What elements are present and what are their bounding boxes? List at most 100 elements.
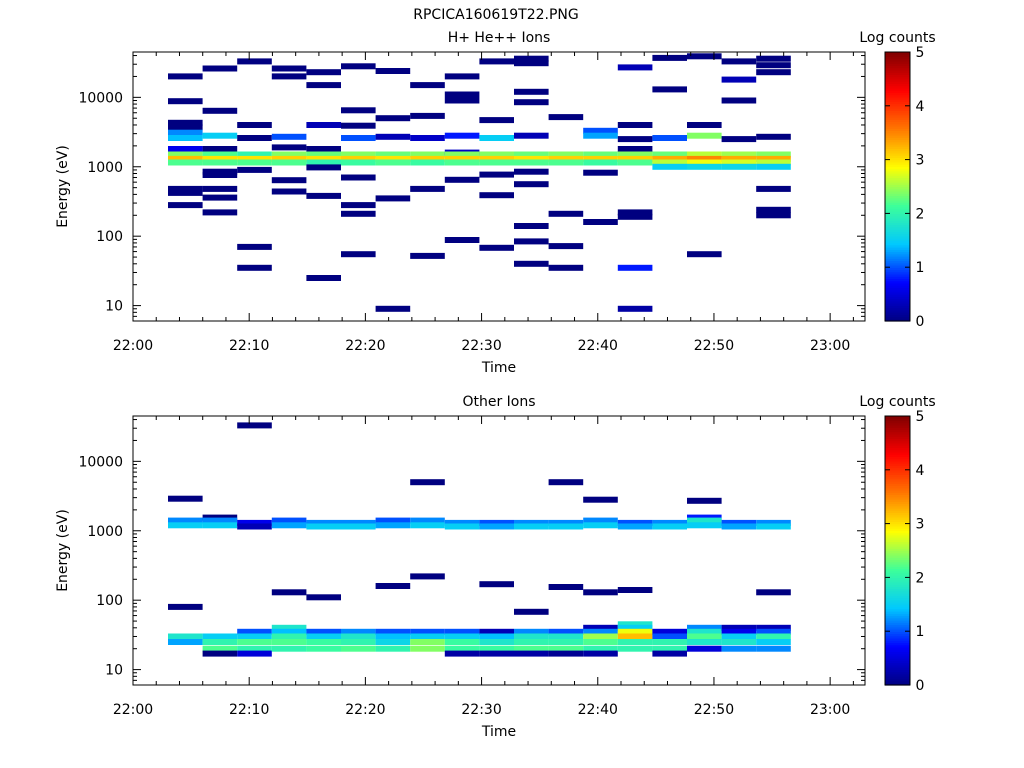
colorbar-strip <box>885 170 910 174</box>
heatmap-cell <box>617 628 653 635</box>
heatmap-cell <box>617 151 653 158</box>
colorbar-strip <box>885 613 910 617</box>
heatmap-cell <box>583 589 618 596</box>
heatmap-cell <box>652 628 687 635</box>
colorbar-tick-label: 1 <box>916 624 925 640</box>
heatmap-cell <box>168 129 203 136</box>
colorbar-strip <box>885 150 910 154</box>
heatmap-cell <box>375 517 411 524</box>
colorbar-strip <box>885 481 910 484</box>
colorbar-strip <box>885 76 910 80</box>
colorbar-strip <box>885 271 910 275</box>
colorbar-strip <box>885 572 910 576</box>
colorbar-strip <box>885 492 910 496</box>
colorbar-strip <box>885 314 910 318</box>
heatmap-cell <box>375 633 411 640</box>
colorbar-strip <box>885 173 910 176</box>
heatmap-cell <box>202 522 238 529</box>
heatmap-cell <box>341 645 376 652</box>
colorbar-frame <box>884 415 911 686</box>
heatmap-cell <box>617 621 653 628</box>
heatmap-cell <box>271 624 307 631</box>
colorbar-strip <box>885 233 910 237</box>
heatmap-cell <box>306 146 341 152</box>
colorbar-strip <box>885 429 910 433</box>
heatmap-cell <box>271 628 307 635</box>
heatmap-cell <box>168 522 203 529</box>
colorbar-strip <box>885 664 910 668</box>
colorbar-strip <box>885 642 910 646</box>
colorbar-strip <box>885 280 910 284</box>
colorbar-strip <box>885 505 910 509</box>
heatmap-cell <box>202 151 238 158</box>
heatmap-cell <box>237 422 272 429</box>
colorbar-strip <box>885 117 910 120</box>
heatmap-cell <box>617 213 653 220</box>
heatmap-cell <box>756 633 791 640</box>
colorbar-strip <box>885 548 910 552</box>
heatmap-cell <box>271 522 307 529</box>
colorbar-strip <box>885 101 910 105</box>
heatmap-cell <box>375 195 411 202</box>
colorbar-strip <box>885 318 910 322</box>
heatmap-cell <box>756 519 791 526</box>
colorbar-strip <box>885 416 910 419</box>
colorbar-strip <box>885 597 910 601</box>
heatmap-cell <box>444 628 480 635</box>
heatmap-cell <box>410 522 445 529</box>
heatmap-cell <box>271 133 307 140</box>
y-tick-label: 100 <box>96 593 123 609</box>
colorbar-strip <box>885 498 910 502</box>
y-tick-label: 10 <box>105 663 123 679</box>
colorbar-strip <box>885 483 910 487</box>
heatmap-cell <box>479 523 514 530</box>
heatmap-cell <box>479 633 514 640</box>
heatmap-cell <box>168 633 203 640</box>
heatmap-cell <box>514 238 549 245</box>
heatmap-cell <box>168 185 203 192</box>
heatmap-cell <box>168 119 203 126</box>
colorbar-strip <box>885 282 910 286</box>
colorbar-strip <box>885 123 910 127</box>
colorbar-strip <box>885 682 910 686</box>
heatmap-cell <box>202 146 238 152</box>
heatmap-cell <box>514 628 549 635</box>
colorbar-strip <box>885 514 910 518</box>
colorbar-strip <box>885 155 910 158</box>
colorbar-strip <box>885 510 910 513</box>
heatmap-cell <box>202 185 238 192</box>
heatmap-cell <box>514 155 549 162</box>
colorbar-strip <box>885 561 910 565</box>
colorbar-strip <box>885 262 910 266</box>
heatmap-cell <box>237 159 272 166</box>
colorbar-strip <box>885 474 910 478</box>
heatmap-cell <box>721 519 757 526</box>
colorbar-strip <box>885 52 910 55</box>
heatmap-cell <box>271 177 307 184</box>
colorbar-strip <box>885 278 910 282</box>
heatmap-cell <box>548 523 584 530</box>
heatmap-cell <box>202 155 238 162</box>
heatmap-cell <box>514 99 549 106</box>
heatmap-cell <box>375 115 411 122</box>
heatmap-cell <box>375 583 411 589</box>
heatmap-cell <box>202 194 238 201</box>
y-axis-label: Energy (eV) <box>55 509 71 592</box>
heatmap-cell <box>444 650 480 657</box>
figure-title: RPCICA160619T22.PNG <box>413 7 578 23</box>
colorbar-strip <box>885 465 910 469</box>
colorbar-strip <box>885 146 910 149</box>
colorbar-strip <box>885 593 910 596</box>
heatmap-cell <box>548 479 584 486</box>
colorbar-strip <box>885 110 910 114</box>
colorbar-strip <box>885 157 910 161</box>
heatmap-cell <box>202 132 238 139</box>
colorbar-strip <box>885 99 910 102</box>
heatmap-cell <box>168 495 203 502</box>
colorbar-strip <box>885 83 910 87</box>
heatmap-cell <box>756 639 791 645</box>
heatmap-cell <box>721 58 757 65</box>
heatmap-cell <box>721 76 757 83</box>
colorbar-strip <box>885 445 910 448</box>
